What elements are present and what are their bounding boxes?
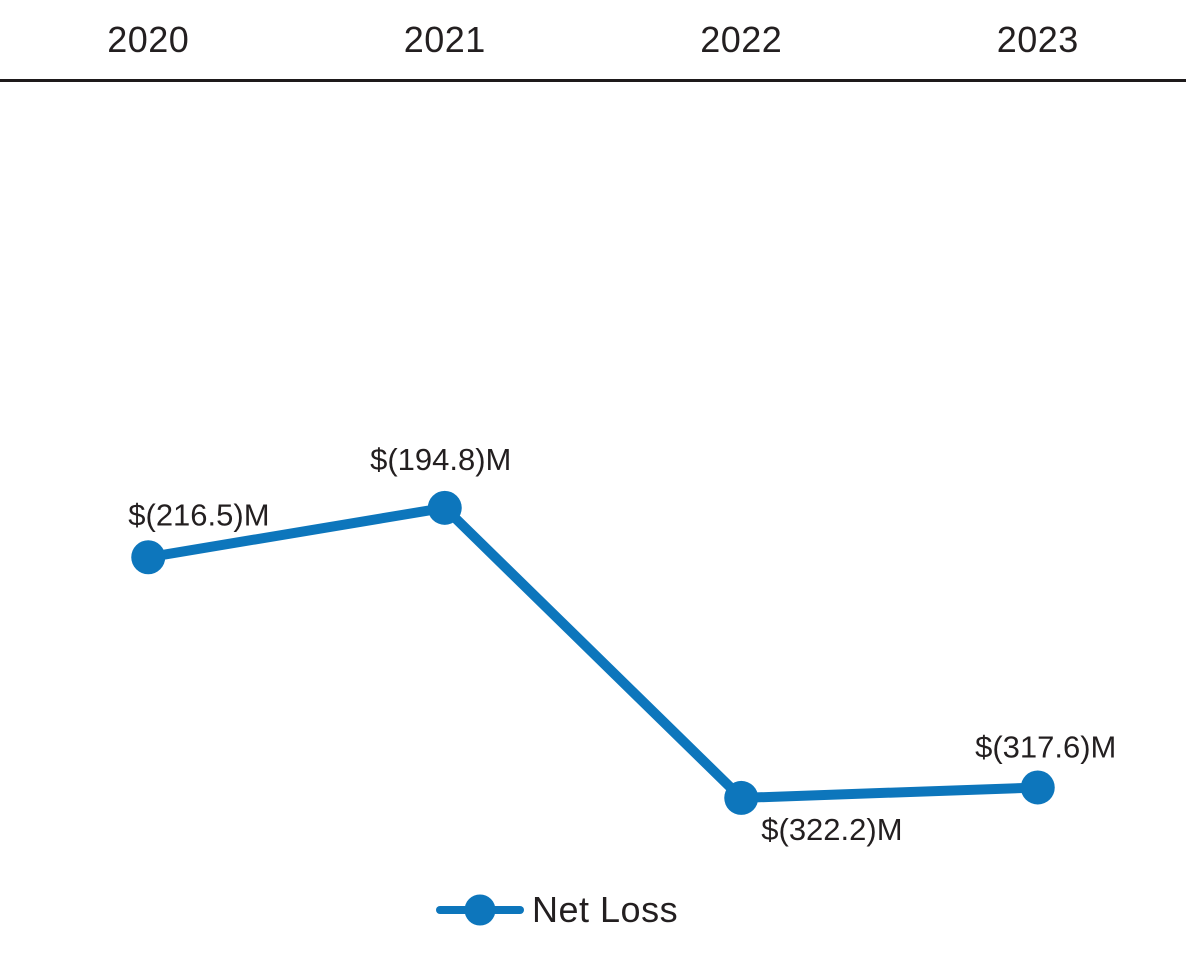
data-point-2020 xyxy=(131,540,166,575)
data-point-2021 xyxy=(427,490,462,525)
data-point-2023 xyxy=(1020,770,1055,805)
legend-marker-dot-icon xyxy=(464,894,496,926)
legend-label: Net Loss xyxy=(532,889,679,930)
x-axis-label-2022: 2022 xyxy=(700,18,783,60)
x-axis-label-2023: 2023 xyxy=(996,18,1079,60)
legend-line-icon xyxy=(436,894,524,926)
header-divider-line xyxy=(0,79,1186,82)
data-label-2023: $(317.6)M xyxy=(975,729,1116,764)
data-label-2020: $(216.5)M xyxy=(128,497,269,532)
data-label-2022: $(322.2)M xyxy=(761,812,902,847)
legend: Net Loss xyxy=(436,885,678,935)
x-axis-label-2020: 2020 xyxy=(107,18,190,60)
net-loss-series-line xyxy=(147,502,1038,804)
data-label-2021: $(194.8)M xyxy=(370,442,511,477)
x-axis-header: 2020 2021 2022 2023 xyxy=(0,0,1186,79)
x-axis-label-2021: 2021 xyxy=(403,18,486,60)
data-point-2022 xyxy=(724,780,759,815)
